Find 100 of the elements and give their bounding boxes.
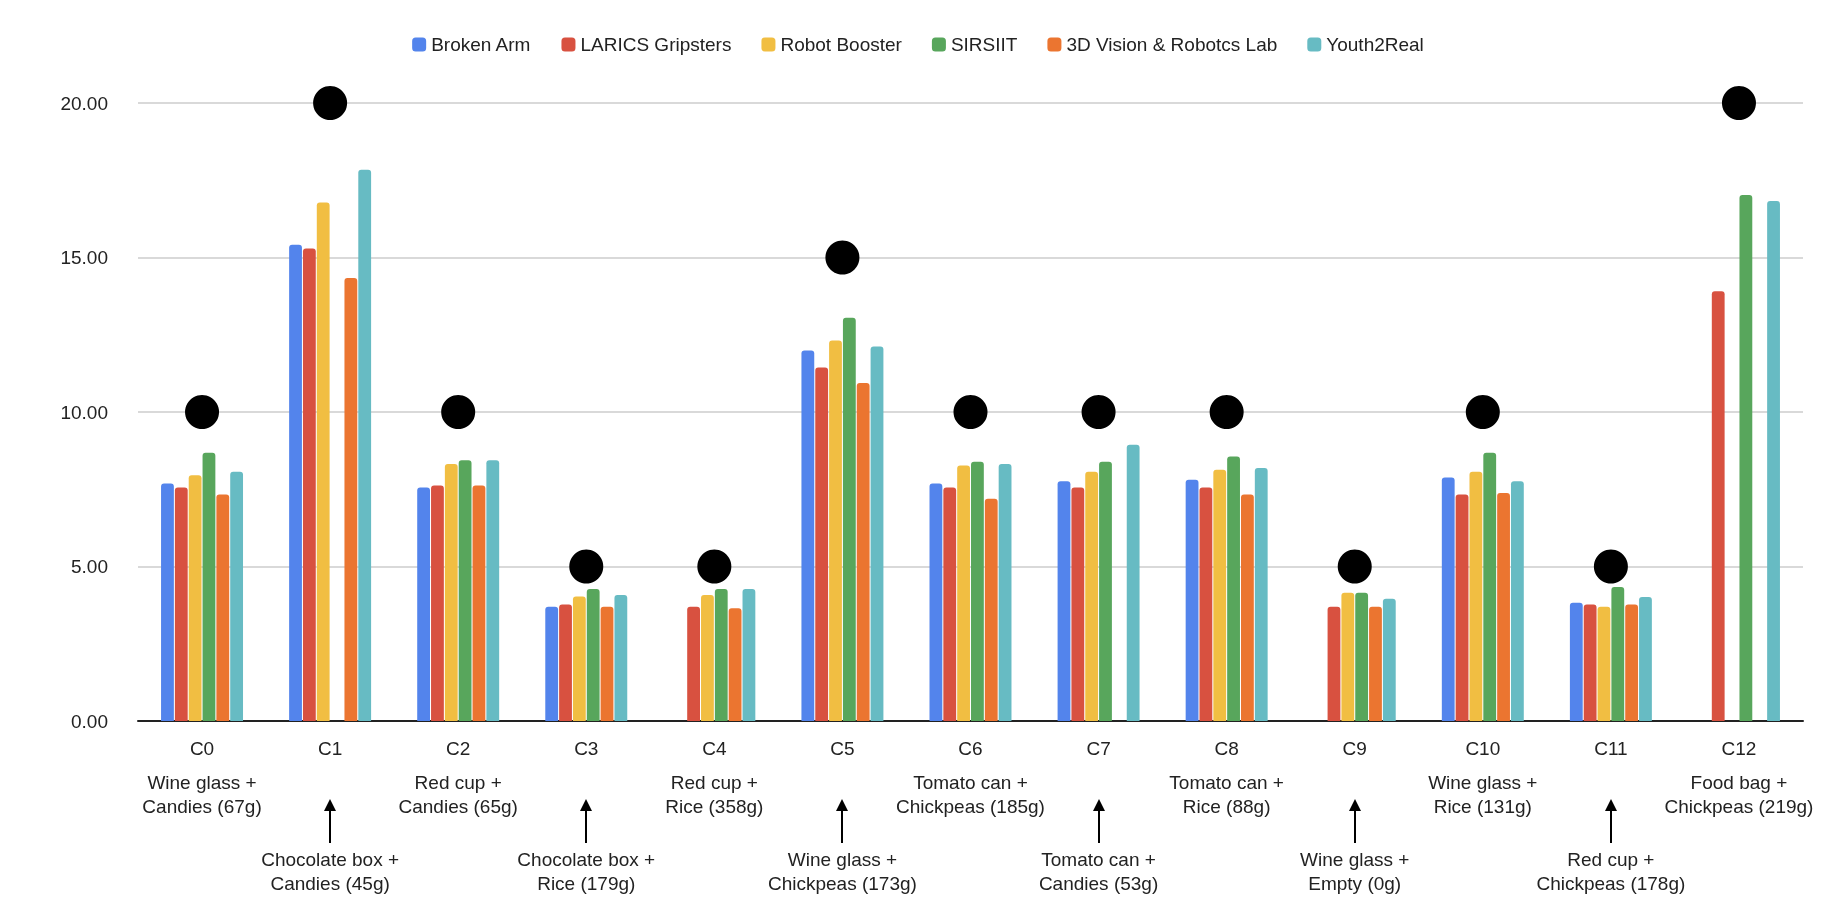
y-tick-label: 20.00 [60, 92, 108, 114]
point [569, 549, 604, 584]
bar [1057, 481, 1071, 721]
text: Red cup + Chickpeas (178g) [1536, 848, 1686, 896]
bar [417, 487, 431, 721]
text: Wine glass + Empty (0g) [1300, 848, 1410, 896]
bar [202, 452, 216, 721]
bar [161, 483, 174, 721]
bar [614, 594, 628, 721]
bar [316, 202, 330, 721]
bar [1597, 606, 1611, 721]
point [313, 86, 348, 120]
bar [870, 346, 884, 721]
point [1465, 395, 1500, 429]
x-tick-label: C0 [189, 738, 215, 759]
y-tick-label: 15.00 [60, 247, 108, 268]
text: Red cup + Rice (358g) [665, 771, 764, 819]
bar [289, 244, 302, 721]
legend-label: Youth2Real [1326, 34, 1424, 55]
text: Wine glass + Chickpeas (173g) [767, 848, 917, 896]
bar [998, 463, 1012, 721]
bar [1441, 477, 1455, 721]
bar [943, 487, 957, 721]
bar [572, 596, 586, 721]
bar [1126, 444, 1140, 721]
bar [302, 248, 316, 721]
bar [1355, 592, 1369, 721]
bar [842, 317, 856, 721]
point [953, 395, 988, 429]
bar [431, 485, 444, 721]
point [185, 395, 220, 429]
bar [815, 367, 829, 721]
bar [586, 589, 600, 721]
bar [1483, 452, 1497, 721]
bar [1099, 461, 1112, 721]
text: Chocolate box + Candies (45g) [261, 848, 400, 896]
bar [1341, 592, 1355, 721]
y-tick-label: 5.00 [71, 556, 108, 577]
bar [1382, 598, 1396, 721]
bar [472, 485, 486, 721]
x-tick-label: C8 [1214, 738, 1239, 759]
bar [714, 589, 728, 721]
bar [801, 350, 815, 721]
point [825, 240, 860, 275]
legend-label: 3D Vision & Robotcs Lab [1066, 34, 1278, 55]
x-tick-label: C1 [317, 738, 343, 759]
text: Wine glass + Rice (131g) [1428, 771, 1538, 819]
point [1337, 549, 1372, 584]
x-tick-label: C6 [958, 738, 983, 759]
bar [929, 483, 943, 721]
bar [1639, 597, 1652, 721]
bar [1213, 469, 1227, 721]
bar [344, 277, 358, 721]
bar [458, 460, 472, 721]
point [1722, 86, 1756, 120]
bar [1569, 602, 1583, 721]
bar [1369, 606, 1382, 721]
legend-label: Broken Arm [431, 34, 531, 55]
bar [1254, 467, 1268, 721]
bar [1185, 479, 1199, 721]
point [1081, 395, 1116, 429]
text: Food bag + Chickpeas (219g) [1664, 771, 1814, 819]
x-tick-label: C2 [446, 738, 471, 759]
bar [856, 382, 870, 721]
bar [230, 471, 244, 721]
bar [687, 606, 700, 721]
bar [984, 498, 998, 721]
bar [1510, 481, 1524, 721]
x-tick-label: C11 [1594, 738, 1628, 759]
bar [1327, 606, 1341, 721]
x-tick-label: C4 [702, 738, 727, 759]
x-tick-label: C7 [1086, 738, 1111, 759]
y-tick-label: 10.00 [60, 401, 108, 423]
bar [1739, 195, 1753, 721]
bar [188, 475, 202, 721]
bar [829, 340, 842, 721]
bar [174, 487, 188, 721]
point [1209, 395, 1244, 429]
bar [545, 606, 559, 721]
x-tick-label: C5 [830, 738, 855, 759]
bar [1767, 200, 1780, 721]
bar [1711, 291, 1725, 721]
point [1593, 549, 1628, 584]
x-tick-label: C9 [1342, 738, 1367, 759]
bar [1625, 604, 1639, 721]
bar [1469, 471, 1483, 721]
bar [1199, 487, 1213, 721]
text: Chocolate box + Rice (179g) [517, 848, 656, 896]
bar [1071, 487, 1085, 721]
bar [1085, 471, 1099, 721]
text: Tomato can + Candies (53g) [1038, 848, 1159, 896]
bar [971, 461, 984, 721]
text: Wine glass + Candies (67g) [142, 771, 262, 819]
legend-label: LARICS Gripsters [580, 34, 732, 55]
text: Tomato can + Chickpeas (185g) [896, 771, 1045, 819]
bar [444, 463, 458, 721]
legend-label: Robot Booster [780, 34, 903, 55]
bar [1583, 604, 1597, 721]
legend-label: SIRSIIT [950, 34, 1018, 55]
bar [1455, 494, 1469, 721]
